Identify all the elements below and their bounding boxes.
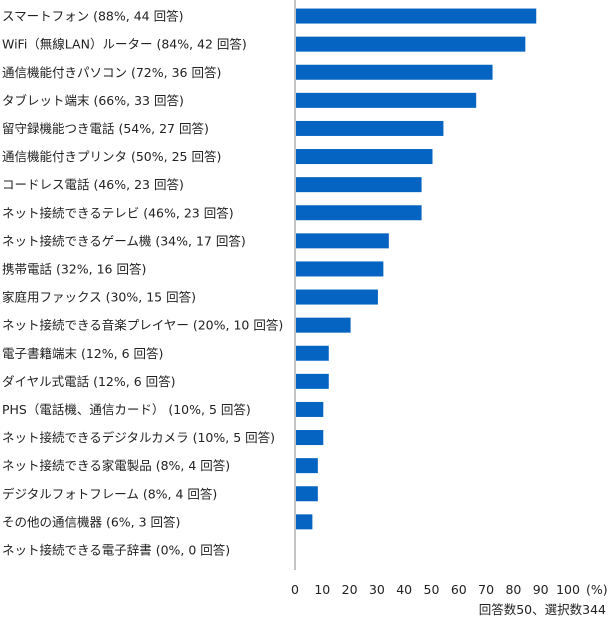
x-tick-label: 10: [314, 582, 330, 597]
x-tick-label: 20: [342, 582, 358, 597]
chart-footnote: 回答数50、選択数344: [479, 602, 606, 617]
bar: [296, 92, 477, 108]
bar: [296, 261, 384, 277]
x-tick-label: 30: [369, 582, 385, 597]
category-label: ネット接続できる音楽プレイヤー (20%, 10 回答): [2, 318, 283, 333]
x-axis-unit: (%): [586, 582, 608, 597]
category-label: ネット接続できるデジタルカメラ (10%, 5 回答): [2, 430, 275, 445]
bar: [296, 317, 351, 333]
bar: [296, 345, 329, 361]
category-label: ネット接続できる電子辞書 (0%, 0 回答): [2, 542, 230, 557]
category-label: 通信機能付きパソコン (72%, 36 回答): [2, 65, 221, 80]
x-tick-label: 100: [556, 582, 580, 597]
category-label: ネット接続できるテレビ (46%, 23 回答): [2, 205, 234, 220]
category-label: 通信機能付きプリンタ (50%, 25 回答): [2, 149, 221, 164]
bar: [296, 177, 422, 193]
category-label: PHS（電話機、通信カード） (10%, 5 回答): [2, 402, 251, 417]
category-label: ダイヤル式電話 (12%, 6 回答): [2, 374, 176, 389]
x-tick-label: 80: [505, 582, 521, 597]
bar: [296, 233, 389, 249]
category-label: WiFi（無線LAN）ルーター (84%, 42 回答): [2, 37, 247, 52]
category-label: タブレット端末 (66%, 33 回答): [2, 93, 184, 108]
bar: [296, 36, 526, 52]
x-tick-label: 40: [396, 582, 412, 597]
category-label: スマートフォン (88%, 44 回答): [2, 9, 183, 24]
x-tick-label: 0: [291, 582, 299, 597]
category-label: デジタルフォトフレーム (8%, 4 回答): [2, 486, 217, 501]
bar: [296, 289, 378, 305]
x-tick-label: 50: [424, 582, 440, 597]
bar: [296, 373, 329, 389]
bars: [296, 8, 537, 530]
bar: [296, 401, 324, 417]
category-label: 家庭用ファックス (30%, 15 回答): [2, 290, 196, 305]
category-label: 留守録機能つき電話 (54%, 27 回答): [2, 121, 209, 136]
bar: [296, 514, 313, 530]
category-label: 携帯電話 (32%, 16 回答): [2, 261, 146, 276]
x-axis-ticks: 0 10 20 30 40 50 60 70 80 90 100: [291, 582, 580, 597]
category-label: ネット接続できるゲーム機 (34%, 17 回答): [2, 233, 246, 248]
category-label: コードレス電話 (46%, 23 回答): [2, 177, 184, 192]
x-tick-label: 60: [451, 582, 467, 597]
category-label: 電子書籍端末 (12%, 6 回答): [2, 346, 163, 361]
bar: [296, 430, 324, 446]
bar: [296, 458, 318, 474]
category-label: その他の通信機器 (6%, 3 回答): [2, 514, 180, 529]
bar: [296, 8, 537, 24]
x-tick-label: 90: [533, 582, 549, 597]
bar: [296, 486, 318, 502]
bar: [296, 120, 444, 136]
x-tick-label: 70: [478, 582, 494, 597]
category-labels: スマートフォン (88%, 44 回答) WiFi（無線LAN）ルーター (84%…: [2, 9, 283, 558]
bar: [296, 64, 493, 80]
category-label: ネット接続できる家電製品 (8%, 4 回答): [2, 458, 230, 473]
bar: [296, 149, 433, 165]
bar: [296, 205, 422, 221]
